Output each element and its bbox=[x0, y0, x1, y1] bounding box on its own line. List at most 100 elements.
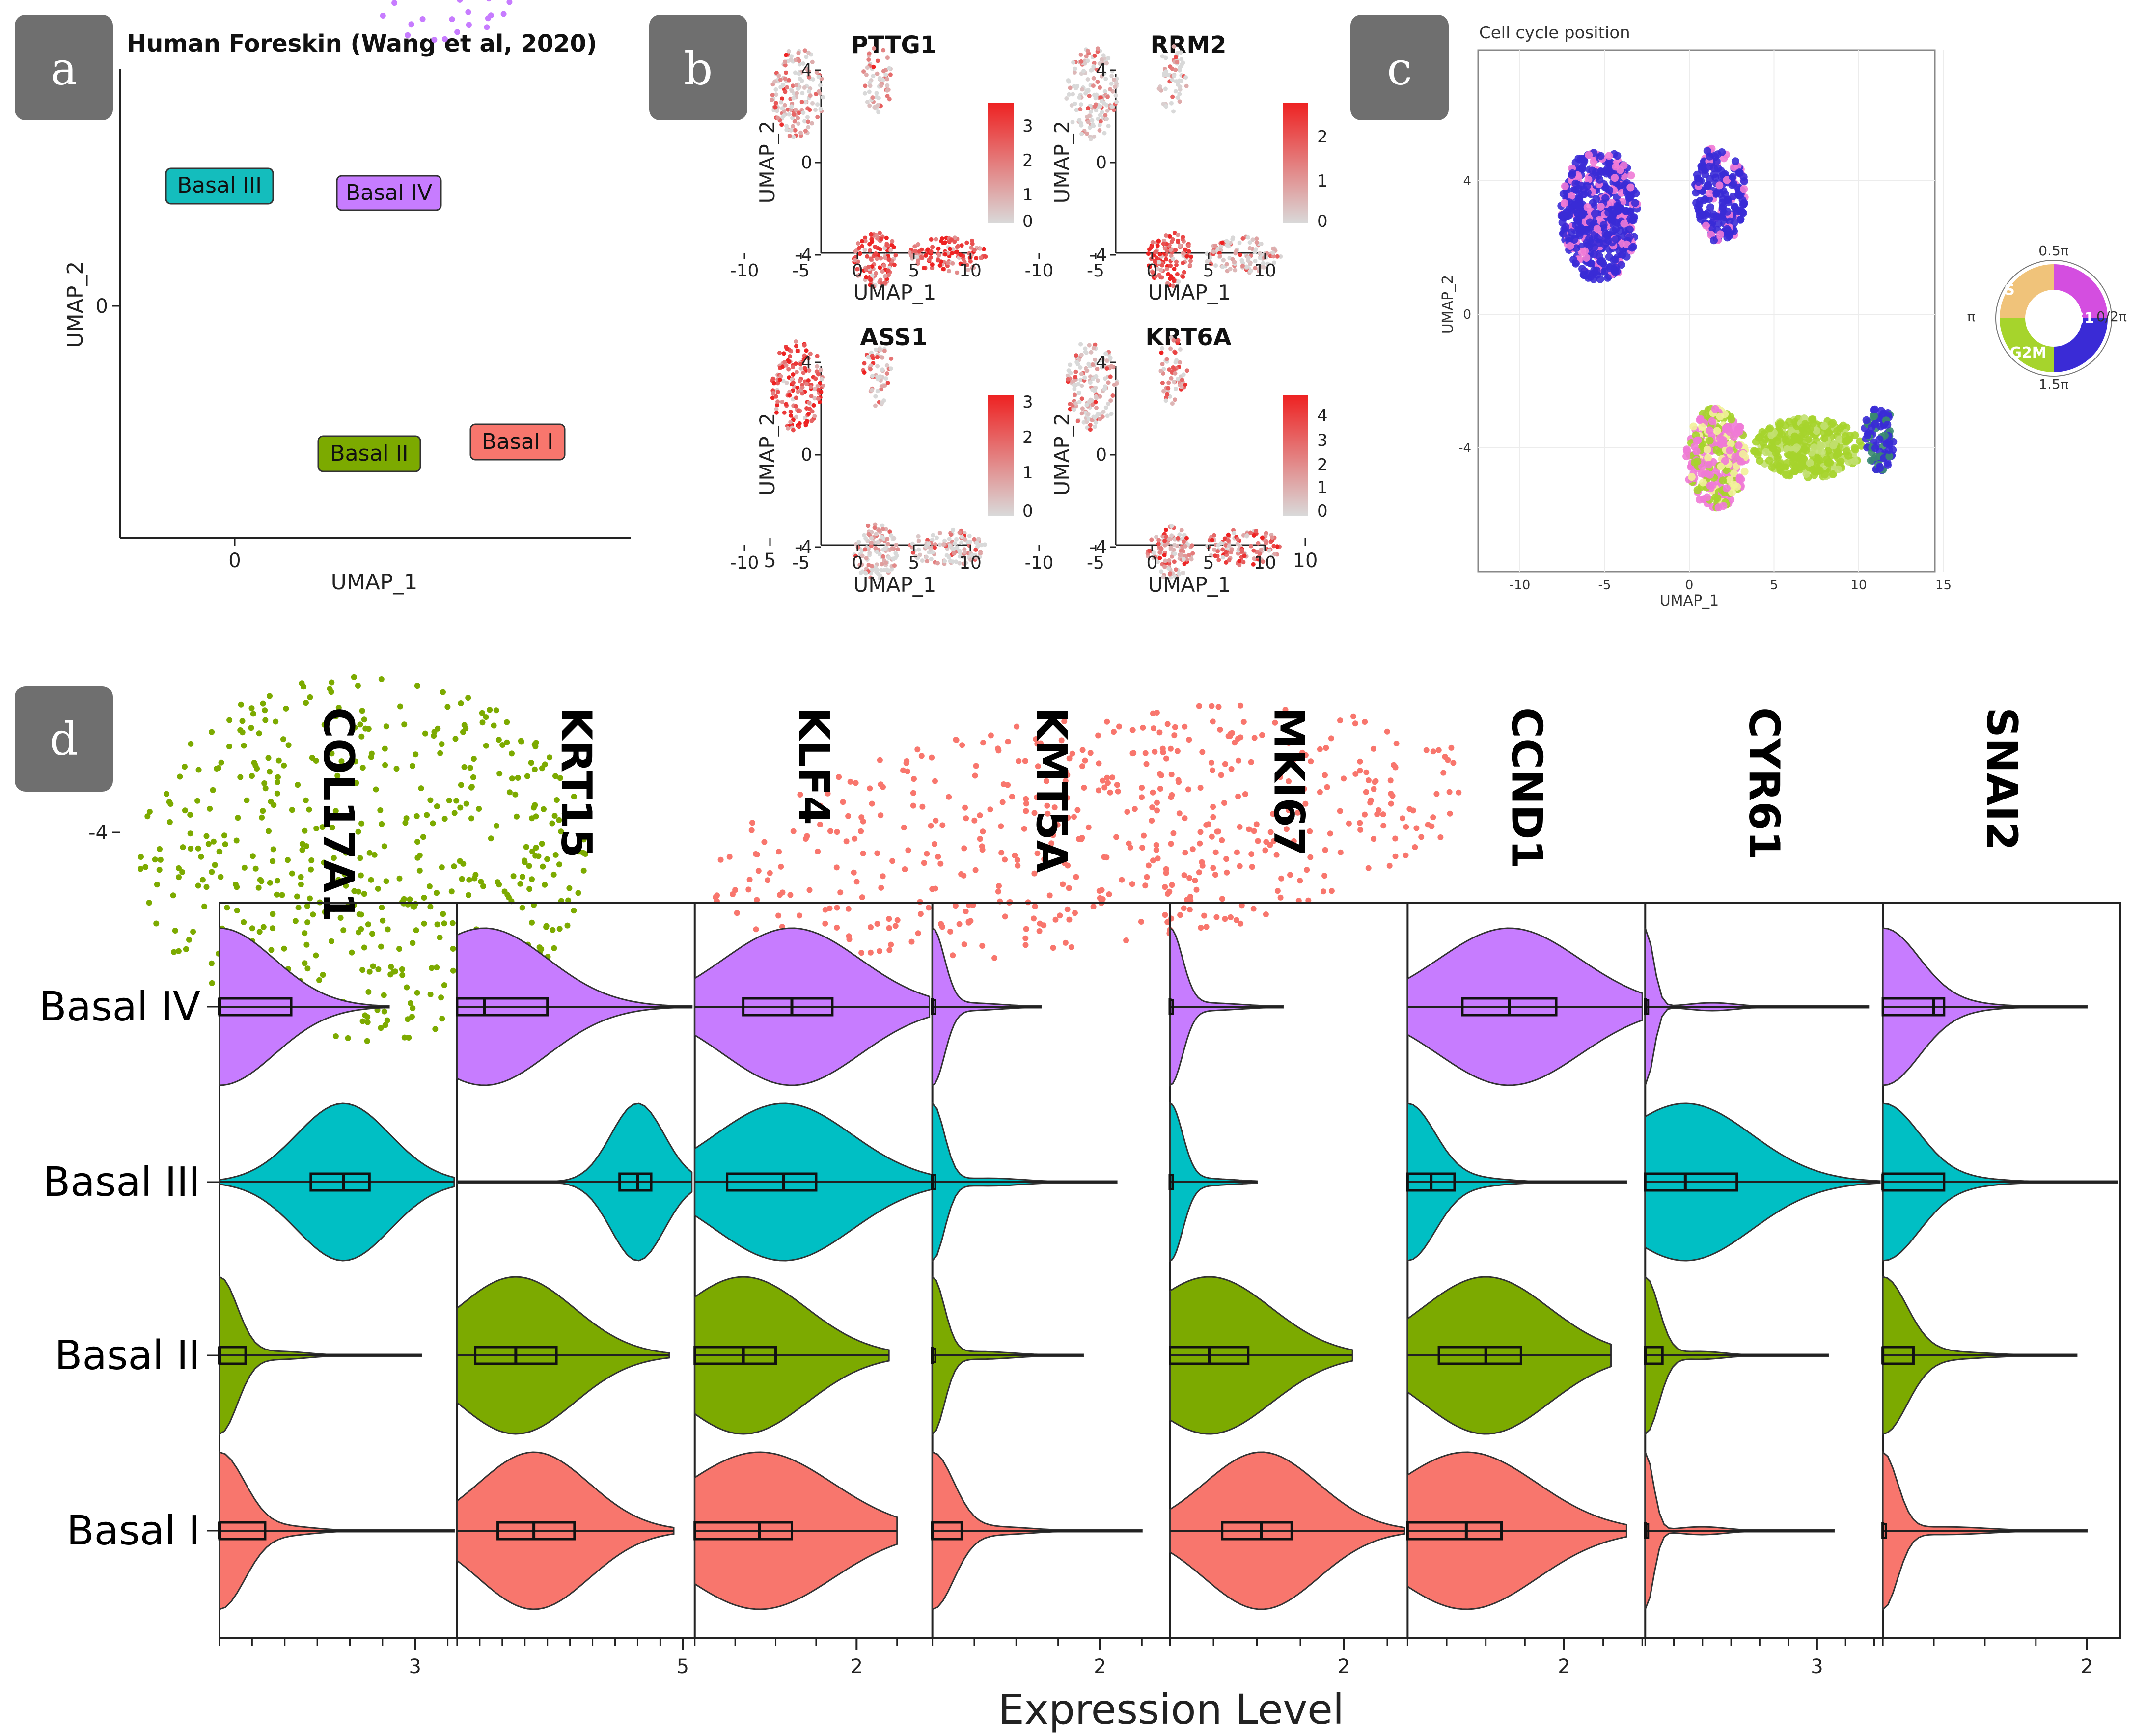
feature-point bbox=[1270, 554, 1274, 559]
umap-point bbox=[817, 802, 824, 809]
umap-point bbox=[991, 955, 998, 961]
feature-point bbox=[1092, 60, 1097, 65]
umap-point bbox=[1162, 912, 1168, 918]
umap-point bbox=[571, 794, 577, 800]
umap-point bbox=[379, 821, 385, 827]
umap-point bbox=[878, 781, 884, 788]
cell-cycle-point bbox=[1596, 152, 1605, 160]
feature-point bbox=[1073, 66, 1077, 71]
umap-point bbox=[980, 828, 986, 835]
umap-point bbox=[210, 787, 216, 793]
feature-point bbox=[770, 376, 775, 381]
umap-point bbox=[388, 964, 394, 970]
feature-point bbox=[920, 558, 925, 563]
umap-point bbox=[1101, 784, 1108, 791]
feature-point bbox=[1270, 250, 1275, 255]
umap-point bbox=[1370, 745, 1376, 752]
feature-point bbox=[784, 402, 789, 407]
umap-point bbox=[1023, 796, 1029, 802]
cell-cycle-point bbox=[1596, 175, 1604, 184]
feature-point bbox=[1253, 266, 1258, 271]
umap-point bbox=[414, 683, 420, 689]
umap-point bbox=[365, 989, 372, 995]
feature-ylabel: UMAP_2 bbox=[1050, 121, 1074, 204]
feature-point bbox=[816, 89, 821, 94]
umap-point bbox=[1002, 856, 1008, 863]
umap-point bbox=[901, 825, 907, 831]
umap-point bbox=[337, 915, 344, 921]
feature-point bbox=[1183, 383, 1188, 387]
umap-point bbox=[166, 819, 173, 825]
umap-point bbox=[1232, 740, 1238, 746]
umap-point bbox=[1210, 718, 1216, 725]
feature-point bbox=[1108, 87, 1113, 92]
umap-point bbox=[1238, 902, 1245, 909]
feature-point bbox=[883, 280, 888, 285]
umap-point bbox=[1389, 793, 1396, 799]
umap-point bbox=[378, 1025, 384, 1031]
umap-point bbox=[499, 742, 506, 748]
umap-point bbox=[459, 876, 465, 882]
umap-point bbox=[1403, 852, 1409, 858]
cell-cycle-point bbox=[1740, 185, 1748, 193]
feature-point bbox=[1178, 360, 1183, 365]
feature-point bbox=[1073, 101, 1077, 106]
umap-point bbox=[383, 878, 389, 884]
feature-point bbox=[802, 343, 807, 348]
umap-point bbox=[1139, 845, 1146, 851]
feature-point bbox=[879, 281, 884, 286]
feature-point bbox=[1164, 357, 1169, 361]
feature-point bbox=[1152, 259, 1157, 263]
umap-point bbox=[918, 753, 925, 759]
cell-cycle-point bbox=[1696, 416, 1704, 424]
feature-point bbox=[806, 50, 811, 55]
umap-point bbox=[379, 905, 385, 910]
feature-point bbox=[1221, 258, 1226, 263]
legend-tick: 1 bbox=[1022, 185, 1033, 205]
feature-point bbox=[804, 348, 809, 353]
umap-point bbox=[1440, 770, 1447, 776]
umap-point bbox=[416, 867, 423, 874]
feature-point bbox=[1219, 541, 1224, 546]
umap-point bbox=[449, 920, 456, 926]
umap-point bbox=[252, 865, 259, 872]
feature-point bbox=[816, 74, 821, 79]
umap-point bbox=[501, 888, 508, 895]
feature-x-tick-label: 5 bbox=[1203, 553, 1214, 573]
umap-point bbox=[380, 13, 386, 19]
umap-point bbox=[1299, 749, 1305, 756]
feature-point bbox=[978, 255, 983, 260]
umap-point bbox=[817, 821, 823, 827]
feature-point bbox=[963, 537, 967, 542]
umap-point bbox=[434, 964, 440, 971]
feature-point bbox=[1106, 380, 1111, 385]
feature-point bbox=[913, 248, 918, 253]
umap-point bbox=[1051, 804, 1058, 811]
cell-cycle-point bbox=[1698, 423, 1706, 431]
cell-cycle-point bbox=[1705, 461, 1713, 469]
feature-point bbox=[1245, 533, 1250, 538]
cell-cycle-point bbox=[1613, 152, 1622, 160]
feature-point bbox=[797, 110, 801, 115]
feature-point bbox=[1098, 119, 1103, 124]
feature-point bbox=[871, 64, 876, 69]
feature-point bbox=[781, 379, 786, 384]
feature-point bbox=[1259, 547, 1264, 552]
umap-point bbox=[1291, 756, 1297, 763]
feature-point bbox=[1256, 554, 1261, 559]
umap-point bbox=[439, 864, 445, 871]
feature-point bbox=[789, 108, 794, 112]
umap-point bbox=[465, 9, 471, 15]
feature-point bbox=[1172, 73, 1177, 78]
feature-point bbox=[1087, 93, 1092, 98]
feature-point bbox=[875, 355, 880, 359]
feature-point bbox=[873, 522, 878, 527]
feature-point bbox=[1104, 61, 1109, 66]
feature-point bbox=[890, 259, 895, 264]
umap-point bbox=[580, 836, 587, 843]
umap-point bbox=[500, 11, 507, 17]
feature-point bbox=[1179, 528, 1184, 533]
feature-point bbox=[972, 248, 977, 252]
feature-point bbox=[806, 356, 811, 361]
umap-point bbox=[343, 882, 349, 889]
